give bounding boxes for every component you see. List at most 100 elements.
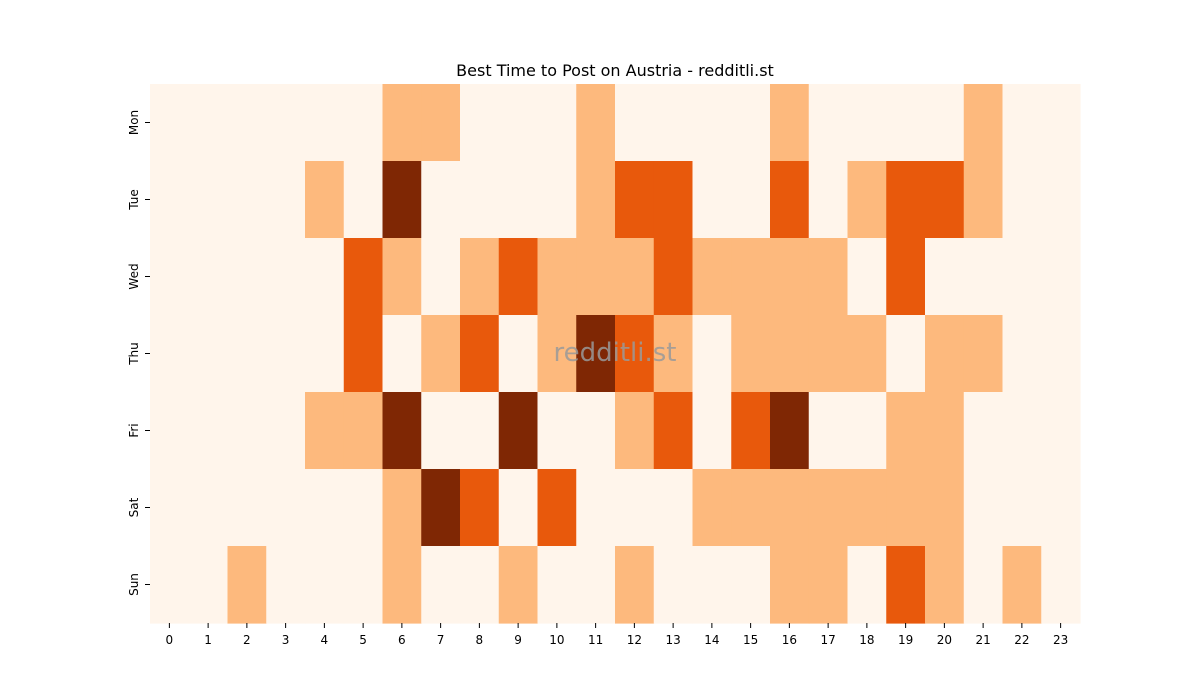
heatmap-cell-mon-1: [188, 84, 229, 162]
heatmap-cell-thu-18: [847, 315, 887, 393]
x-tick-label-19: 19: [898, 633, 913, 647]
x-tick-label-2: 2: [243, 633, 251, 647]
x-tick-label-21: 21: [975, 633, 990, 647]
heatmap-cell-sun-14: [692, 546, 732, 624]
heatmap-cell-sat-7: [421, 469, 461, 547]
heatmap-cell-wed-10: [537, 238, 577, 316]
heatmap-cell-thu-22: [1002, 315, 1042, 393]
heatmap-cell-sat-6: [382, 469, 422, 547]
x-tick-label-7: 7: [437, 633, 445, 647]
heatmap-cell-tue-16: [770, 161, 810, 239]
x-tick-label-6: 6: [398, 633, 406, 647]
heatmap-cell-mon-11: [576, 84, 616, 162]
x-tick-label-22: 22: [1014, 633, 1029, 647]
heatmap-cell-fri-8: [460, 392, 500, 470]
heatmap-cell-sat-10: [537, 469, 577, 547]
heatmap-cell-sat-14: [692, 469, 732, 547]
heatmap-cell-sat-11: [576, 469, 616, 547]
heatmap-cell-sat-23: [1041, 469, 1081, 547]
heatmap-cell-fri-1: [188, 392, 229, 470]
heatmap-cell-sat-15: [731, 469, 771, 547]
heatmap-cell-wed-16: [770, 238, 810, 316]
heatmap-cell-sat-17: [808, 469, 849, 547]
heatmap-cell-tue-22: [1002, 161, 1042, 239]
heatmap-cell-mon-4: [305, 84, 345, 162]
heatmap-cell-thu-12: [615, 315, 655, 393]
heatmap-cell-sat-8: [460, 469, 500, 547]
heatmap-cell-sat-22: [1002, 469, 1042, 547]
heatmap-cell-tue-1: [188, 161, 229, 239]
heatmap-cell-mon-14: [692, 84, 732, 162]
x-tick-label-15: 15: [743, 633, 758, 647]
heatmap-cell-mon-16: [770, 84, 810, 162]
heatmap-cell-sun-5: [343, 546, 384, 624]
heatmap-cell-wed-0: [150, 238, 190, 316]
heatmap-cell-wed-22: [1002, 238, 1042, 316]
heatmap-cell-fri-20: [925, 392, 965, 470]
x-tick-label-0: 0: [166, 633, 174, 647]
heatmap-cell-fri-6: [382, 392, 422, 470]
heatmap-cell-sat-20: [925, 469, 965, 547]
y-tick-label-thu: Thu: [127, 342, 141, 366]
heatmap-cell-tue-23: [1041, 161, 1081, 239]
heatmap-cell-fri-7: [421, 392, 461, 470]
heatmap-cell-wed-4: [305, 238, 345, 316]
heatmap-cell-wed-5: [343, 238, 384, 316]
heatmap-cell-mon-5: [343, 84, 384, 162]
heatmap-cell-wed-9: [498, 238, 539, 316]
heatmap-cell-fri-13: [653, 392, 694, 470]
heatmap-cell-sun-22: [1002, 546, 1042, 624]
heatmap-cell-sun-16: [770, 546, 810, 624]
heatmap-cell-thu-2: [227, 315, 267, 393]
heatmap-cell-fri-11: [576, 392, 616, 470]
y-tick-label-sun: Sun: [127, 573, 141, 596]
x-tick-label-18: 18: [859, 633, 874, 647]
x-tick-label-13: 13: [665, 633, 680, 647]
heatmap-cell-tue-17: [808, 161, 849, 239]
heatmap-cell-fri-4: [305, 392, 345, 470]
heatmap-cell-wed-2: [227, 238, 267, 316]
heatmap-cell-wed-14: [692, 238, 732, 316]
heatmap-cell-mon-12: [615, 84, 655, 162]
heatmap-cell-wed-8: [460, 238, 500, 316]
heatmap-cell-tue-6: [382, 161, 422, 239]
heatmap-cell-sun-13: [653, 546, 694, 624]
heatmap-cell-thu-1: [188, 315, 229, 393]
heatmap-cell-thu-20: [925, 315, 965, 393]
heatmap-cell-sat-16: [770, 469, 810, 547]
heatmap-cell-tue-9: [498, 161, 539, 239]
heatmap-cell-sun-21: [963, 546, 1004, 624]
y-tick-label-mon: Mon: [127, 110, 141, 135]
heatmap-cell-fri-3: [266, 392, 306, 470]
x-tick-label-23: 23: [1053, 633, 1068, 647]
heatmap-cell-sun-15: [731, 546, 771, 624]
heatmap-cell-mon-20: [925, 84, 965, 162]
heatmap-cell-sat-18: [847, 469, 887, 547]
heatmap-cell-sun-23: [1041, 546, 1081, 624]
heatmap-cell-wed-20: [925, 238, 965, 316]
y-tick-label-tue: Tue: [127, 189, 141, 211]
heatmap-cell-tue-0: [150, 161, 190, 239]
heatmap-cell-sun-20: [925, 546, 965, 624]
heatmap-cell-wed-13: [653, 238, 694, 316]
heatmap-cell-sat-0: [150, 469, 190, 547]
watermark: redditli.st: [554, 338, 677, 368]
heatmap-cell-mon-8: [460, 84, 500, 162]
heatmap-cell-thu-17: [808, 315, 849, 393]
heatmap-cell-thu-14: [692, 315, 732, 393]
heatmap-cell-fri-2: [227, 392, 267, 470]
y-axis: Mon Tue Wed Thu Fri Sat Sun: [127, 110, 150, 596]
x-tick-label-10: 10: [549, 633, 564, 647]
heatmap-cell-mon-23: [1041, 84, 1081, 162]
heatmap-cell-thu-13: [653, 315, 694, 393]
heatmap-cell-thu-3: [266, 315, 306, 393]
heatmap-cell-fri-9: [498, 392, 539, 470]
heatmap-cell-thu-10: [537, 315, 577, 393]
heatmap-cell-tue-8: [460, 161, 500, 239]
x-tick-label-17: 17: [820, 633, 835, 647]
heatmap-cell-sun-19: [886, 546, 926, 624]
heatmap-cell-sun-2: [227, 546, 267, 624]
heatmap-cell-sun-3: [266, 546, 306, 624]
heatmap-cell-tue-2: [227, 161, 267, 239]
